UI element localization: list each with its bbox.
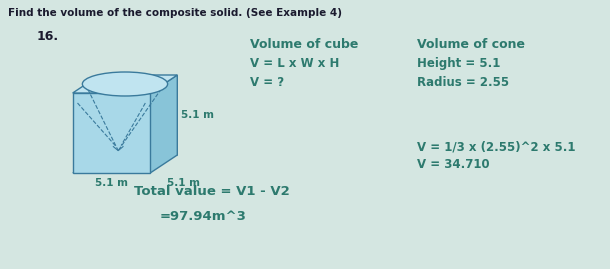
Text: Find the volume of the composite solid. (See Example 4): Find the volume of the composite solid. … [8,8,342,18]
Ellipse shape [82,72,168,96]
Text: 5.1 m: 5.1 m [167,178,199,188]
Text: =97.94m^3: =97.94m^3 [160,210,246,223]
Text: 5.1 m: 5.1 m [181,110,214,120]
Text: Volume of cube: Volume of cube [250,38,358,51]
Text: V = L x W x H: V = L x W x H [250,57,339,70]
Polygon shape [150,75,178,173]
Text: V = 34.710: V = 34.710 [417,158,489,171]
Text: 16.: 16. [37,30,59,43]
Text: V = ?: V = ? [250,76,284,89]
Polygon shape [73,75,178,93]
Text: Height = 5.1: Height = 5.1 [417,57,500,70]
Text: Total value = V1 - V2: Total value = V1 - V2 [134,185,290,198]
Polygon shape [73,93,150,173]
Text: V = 1/3 x (2.55)^2 x 5.1: V = 1/3 x (2.55)^2 x 5.1 [417,140,575,153]
Text: 5.1 m: 5.1 m [95,178,128,188]
Text: Volume of cone: Volume of cone [417,38,525,51]
Text: Radius = 2.55: Radius = 2.55 [417,76,509,89]
